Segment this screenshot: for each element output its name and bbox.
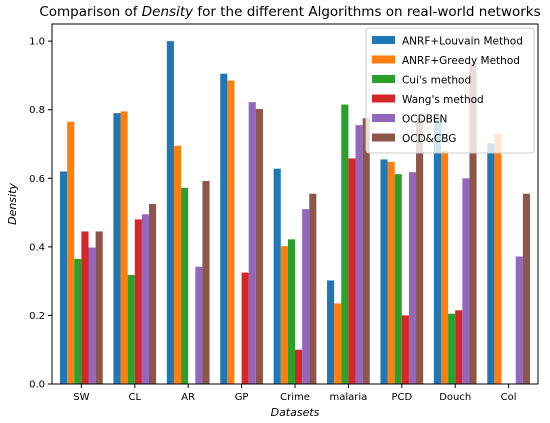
y-axis: 0.0 0.2 0.4 0.6 0.8 1.0 xyxy=(29,37,52,391)
legend-label: ANRF+Louvain Method xyxy=(402,36,523,48)
bar xyxy=(494,133,502,384)
bar xyxy=(120,111,128,385)
y-tick-label: 1.0 xyxy=(29,37,45,48)
bar xyxy=(280,246,288,384)
legend-box xyxy=(365,27,535,154)
bar xyxy=(287,239,295,384)
bar xyxy=(220,73,228,385)
y-tick-label: 0.8 xyxy=(29,105,45,116)
x-axis: SW CL AR GP Crime malaria PCD Douch Col xyxy=(73,384,517,403)
bar xyxy=(515,256,523,384)
legend-swatch xyxy=(372,75,395,83)
legend-swatch xyxy=(372,94,395,103)
bar xyxy=(95,231,103,384)
bar xyxy=(255,109,263,384)
y-axis-label: Density xyxy=(6,183,19,225)
bar xyxy=(440,150,449,384)
bar xyxy=(227,80,235,384)
bar xyxy=(248,102,256,385)
legend-swatch xyxy=(372,114,395,122)
y-tick-label: 0.4 xyxy=(29,242,45,253)
legend-label: Cui's method xyxy=(402,75,471,87)
bar xyxy=(469,63,477,385)
bar xyxy=(88,247,96,384)
bar xyxy=(60,171,68,384)
x-tick-label: AR xyxy=(181,392,195,403)
bars-layer xyxy=(60,41,530,385)
bar xyxy=(387,161,395,384)
legend-label: Wang's method xyxy=(402,94,484,106)
legend-label: OCD&CBG xyxy=(402,133,456,145)
bar xyxy=(433,116,441,384)
bar xyxy=(487,143,495,384)
y-tick-label: 0.2 xyxy=(29,311,45,322)
legend-label: OCDBEN xyxy=(402,114,447,126)
bar xyxy=(327,280,335,384)
bar xyxy=(134,219,142,384)
bar xyxy=(149,204,157,384)
bar xyxy=(455,310,463,384)
bar xyxy=(401,315,409,384)
chart-title-suffix: for the different Algorithms on real-wor… xyxy=(193,4,541,20)
bar xyxy=(448,313,456,384)
bar xyxy=(241,272,249,384)
x-tick-label: Crime xyxy=(280,392,310,403)
bar xyxy=(141,214,150,384)
x-tick-label: SW xyxy=(73,392,89,403)
bar xyxy=(166,41,174,384)
legend-swatch xyxy=(372,133,395,142)
bar xyxy=(416,118,424,384)
bar xyxy=(341,104,349,384)
x-axis-label: Datasets xyxy=(271,406,320,419)
bar xyxy=(348,158,356,384)
legend-label: ANRF+Greedy Method xyxy=(402,55,520,67)
chart-title-prefix: Comparison of xyxy=(39,4,141,20)
x-tick-label: CL xyxy=(128,392,141,403)
bar xyxy=(74,258,82,384)
bar xyxy=(195,266,203,384)
bar xyxy=(181,187,189,384)
bar xyxy=(522,193,530,384)
y-tick-label: 0.6 xyxy=(29,174,45,185)
bar xyxy=(334,303,342,384)
legend-swatch xyxy=(372,36,395,44)
bar xyxy=(67,121,75,385)
bar xyxy=(302,209,310,384)
legend-swatch xyxy=(372,55,395,64)
x-tick-label: GP xyxy=(235,392,249,403)
bar xyxy=(113,113,121,384)
plot-frame xyxy=(51,23,539,385)
bar xyxy=(309,193,317,384)
y-tick-label: 0.0 xyxy=(29,380,45,391)
bar xyxy=(202,181,210,384)
bar xyxy=(462,178,470,384)
bar xyxy=(394,174,402,384)
bar xyxy=(295,349,303,384)
bar xyxy=(355,125,363,384)
x-tick-label: Col xyxy=(501,392,517,403)
bar xyxy=(273,168,281,384)
legend: ANRF+Louvain Method ANRF+Greedy Method Cui… xyxy=(365,27,535,154)
bar xyxy=(362,118,370,384)
x-tick-label: PCD xyxy=(391,392,412,403)
bar xyxy=(173,145,182,384)
bar xyxy=(81,231,89,384)
bar xyxy=(380,159,388,384)
chart-title-emphasis: Density xyxy=(142,4,194,20)
chart-title: Comparison of Density for the different … xyxy=(39,4,540,20)
bar xyxy=(127,274,135,384)
bar xyxy=(408,172,417,384)
x-tick-label: Douch xyxy=(439,392,471,403)
x-tick-label: malaria xyxy=(330,392,368,403)
